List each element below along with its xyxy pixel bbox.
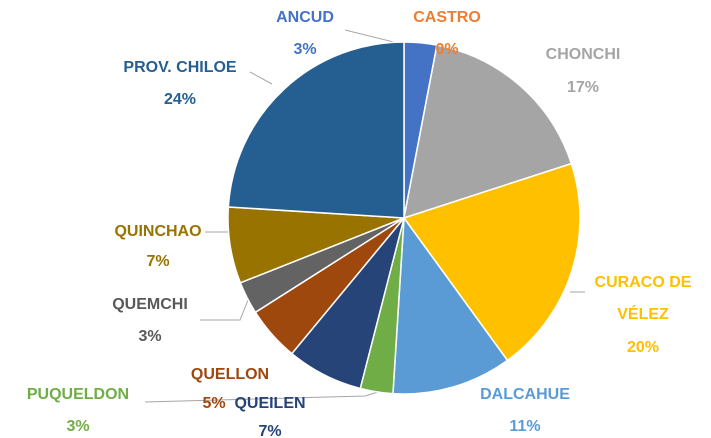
slice-label: CASTRO	[413, 9, 481, 26]
slice-value-label: 3%	[66, 418, 90, 435]
slice-value-label: 5%	[202, 395, 226, 412]
slice-value-label: 11%	[509, 418, 541, 435]
slice-label: CURACO DE VÉLEZ	[594, 274, 692, 323]
pie-slice	[403, 44, 573, 220]
slice-value-label: 24%	[163, 91, 197, 108]
slice-label: PROV. CHILOE	[123, 59, 237, 76]
slice-label: DALCAHUE	[480, 386, 570, 403]
slice-label: QUEMCHI	[112, 296, 188, 313]
slice-label: QUELLON	[190, 366, 270, 383]
slice-value-label: 0%	[435, 41, 459, 58]
leader-line	[144, 391, 379, 403]
slice-label: ANCUD	[276, 9, 334, 26]
pie-slice	[402, 162, 581, 362]
slice-value-label: 3%	[293, 41, 317, 58]
slice-label: QUINCHAO	[114, 223, 202, 240]
slice-label: CHONCHI	[545, 46, 621, 63]
pie-slice	[392, 215, 509, 395]
slice-value-label: 3%	[138, 328, 162, 345]
pie-slice	[227, 41, 405, 219]
slice-label: QUEILEN	[234, 395, 306, 412]
slice-value-label: 7%	[258, 423, 282, 438]
slice-label: PUQUELDON	[26, 386, 130, 403]
leader-line	[200, 299, 249, 321]
slice-value-label: 7%	[146, 253, 170, 270]
slice-value-label: 17%	[566, 79, 600, 96]
slice-value-label: 20%	[626, 339, 660, 356]
leader-line	[249, 71, 273, 85]
